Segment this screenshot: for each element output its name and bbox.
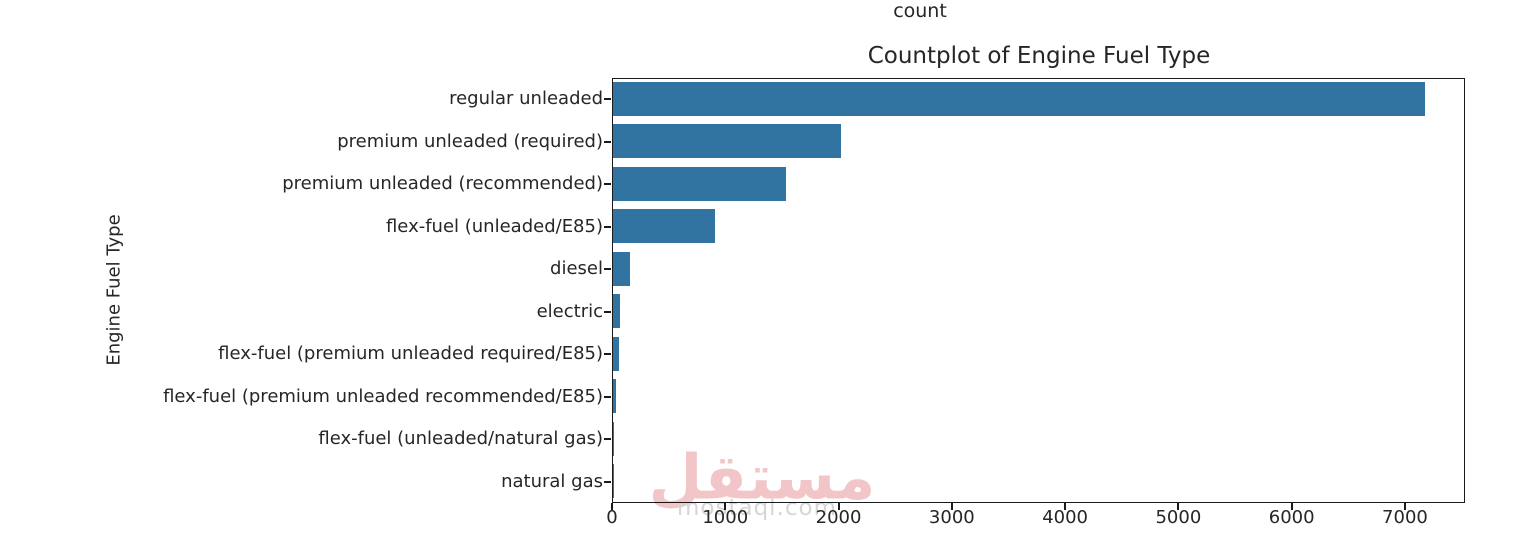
ytick-label: flex-fuel (premium unleaded required/E85… <box>218 343 603 365</box>
ytick-label: flex-fuel (unleaded/natural gas) <box>318 428 603 450</box>
xtick-label: 0 <box>606 507 618 528</box>
ytick-mark <box>604 438 611 441</box>
ytick-label: premium unleaded (required) <box>337 130 603 152</box>
chart-title: Countplot of Engine Fuel Type <box>867 43 1211 69</box>
xtick-mark <box>1177 503 1180 510</box>
plot-area <box>612 78 1465 503</box>
xtick-mark <box>724 503 727 510</box>
bar-3 <box>613 209 715 244</box>
ytick-label: diesel <box>550 258 603 280</box>
bar-7 <box>613 379 616 414</box>
ytick-mark <box>604 480 611 483</box>
xtick-label: 2000 <box>815 507 862 528</box>
ytick-mark <box>604 183 611 186</box>
xtick-mark <box>1403 503 1406 510</box>
ytick-mark <box>604 395 611 398</box>
figure-top-label: count <box>893 0 947 22</box>
xtick-mark <box>837 503 840 510</box>
bar-2 <box>613 166 786 201</box>
bar-5 <box>613 294 621 329</box>
xtick-label: 4000 <box>1042 507 1089 528</box>
ytick-mark <box>604 310 611 313</box>
ytick-mark <box>604 353 611 356</box>
bar-1 <box>613 124 841 159</box>
xtick-label: 1000 <box>702 507 749 528</box>
ytick-mark <box>604 98 611 101</box>
xtick-mark <box>1290 503 1293 510</box>
xtick-label: 3000 <box>928 507 975 528</box>
bar-0 <box>613 81 1426 116</box>
bar-6 <box>613 336 620 371</box>
ytick-label: flex-fuel (unleaded/E85) <box>385 215 603 237</box>
xtick-mark <box>611 503 613 510</box>
ytick-label: natural gas <box>501 470 603 492</box>
xtick-mark <box>950 503 953 510</box>
ytick-mark <box>604 140 611 143</box>
bar-8 <box>613 421 614 456</box>
ytick-label: electric <box>536 300 603 322</box>
ytick-mark <box>604 268 611 271</box>
xtick-mark <box>1064 503 1067 510</box>
xtick-label: 7000 <box>1382 507 1428 528</box>
xtick-label: 6000 <box>1268 507 1315 528</box>
ytick-label: flex-fuel (premium unleaded recommended/… <box>163 385 603 407</box>
bar-4 <box>613 251 631 286</box>
ytick-label: regular unleaded <box>449 88 603 110</box>
ytick-mark <box>604 225 611 228</box>
xtick-label: 5000 <box>1155 507 1202 528</box>
ytick-label: premium unleaded (recommended) <box>282 173 603 195</box>
